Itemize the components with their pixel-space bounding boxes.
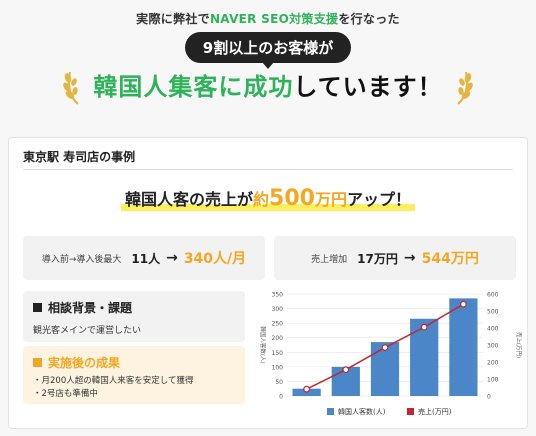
chart-bar: [370, 342, 400, 396]
chart-point: [342, 366, 350, 374]
y-tick-right: 200: [487, 360, 499, 367]
laurel-left-icon: [63, 71, 79, 105]
stat-sales-from: 17万円: [357, 251, 398, 266]
y-tick-right: 400: [487, 326, 499, 333]
y-tick-left: 250: [272, 321, 284, 328]
chart-bar: [449, 298, 478, 396]
y-tick-right: 600: [487, 292, 499, 299]
case-title: 東京駅 寿司店の事例: [23, 150, 136, 164]
y-tick-left: 100: [272, 364, 284, 371]
card-divider: [23, 169, 513, 170]
stat-visitors-label: 導入前→導入後最大: [41, 254, 122, 265]
outcome-title: 実施後の成果: [33, 354, 235, 371]
result-prefix: 韓国人客の売上が: [125, 190, 254, 209]
background-title-text: 相談背景・課題: [48, 301, 133, 315]
stat-sales-to: 544万円: [421, 251, 479, 267]
outcome-item: ・月200人超の韓国人来客を安定して獲得: [33, 376, 194, 386]
case-card: 東京駅 寿司店の事例 韓国人客の売上が約500万円アップ！ 導入前→導入後最大 …: [8, 137, 528, 429]
chart-point: [459, 300, 467, 308]
result-number: 500: [269, 186, 315, 211]
result-suffix: アップ！: [346, 190, 411, 209]
caption-prefix: 実際に弊社で: [136, 12, 210, 26]
headline-suffix: しています！: [293, 73, 443, 101]
headline: 韓国人集客に成功しています！: [0, 67, 536, 102]
y-tick-right: 0: [487, 394, 491, 401]
y-tick-right: 500: [487, 309, 499, 316]
legend-swatch-bar: [327, 408, 334, 415]
speech-pill: 9割以上のお客様が: [184, 32, 352, 69]
result-highlight: 韓国人客の売上が約500万円アップ！: [121, 186, 415, 211]
headline-highlight: 韓国人集客に成功: [93, 73, 294, 101]
stat-visitors-from: 11人: [131, 251, 161, 266]
outcome-list: ・月200人超の韓国人来客を安定して獲得 ・2号店も準備中: [33, 375, 235, 401]
chart-point: [420, 323, 428, 331]
laurel-right-icon: [457, 71, 473, 105]
legend-label-bar: 韓国人客数(人): [338, 407, 386, 416]
top-caption: 実際に弊社でNAVER SEO対策支援を行なった: [0, 10, 536, 27]
chart-point: [303, 385, 310, 393]
y-tick-left: 200: [272, 335, 284, 342]
chart-point: [381, 344, 389, 351]
combo-chart: 0 50 100 150 200 250 300 350 0 100 200 300 400 500 600…: [259, 292, 523, 417]
result-unit: 万円: [314, 190, 347, 209]
y-tick-right: 100: [487, 377, 499, 384]
stat-visitors: 導入前→導入後最大 11人 → 340人/月: [23, 236, 265, 280]
background-text: 観光客メインで運営したい: [33, 326, 142, 336]
y-tick-left: 0: [279, 394, 283, 401]
outcome-title-text: 実施後の成果: [48, 356, 121, 370]
y-axis-label-right: 売上(万円): [515, 332, 523, 358]
y-tick-left: 350: [272, 292, 284, 299]
y-tick-left: 50: [275, 379, 283, 386]
background-box: 相談背景・課題 観光客メインで運営したい: [23, 291, 245, 342]
arrow-right-icon: →: [403, 250, 416, 266]
legend-swatch-line: [407, 408, 414, 415]
arrow-right-icon: →: [166, 250, 178, 266]
pill-wrapper: 9割以上のお客様が: [0, 32, 536, 69]
caption-highlight: NAVER SEO対策支援: [209, 12, 339, 26]
stat-sales: 売上増加 17万円 → 544万円: [274, 236, 516, 280]
square-bullet-icon: [33, 303, 42, 312]
background-title: 相談背景・課題: [33, 299, 235, 316]
result-headline: 韓国人客の売上が約500万円アップ！: [9, 186, 527, 211]
y-tick-left: 300: [272, 306, 284, 313]
outcome-item: ・2号店も準備中: [33, 389, 98, 399]
y-axis-label-left: 韓国人客数(人): [259, 326, 267, 363]
square-bullet-icon: [33, 358, 42, 367]
stat-visitors-to: 340人/月: [183, 251, 247, 267]
result-approx: 約: [253, 190, 270, 209]
y-tick-right: 300: [487, 343, 499, 350]
legend-label-line: 売上(万円): [418, 407, 452, 416]
stat-sales-label: 売上増加: [311, 254, 348, 265]
caption-suffix: を行なった: [338, 12, 400, 26]
outcome-box: 実施後の成果 ・月200人超の韓国人来客を安定して獲得 ・2号店も準備中: [23, 346, 245, 404]
y-tick-left: 150: [272, 350, 284, 357]
